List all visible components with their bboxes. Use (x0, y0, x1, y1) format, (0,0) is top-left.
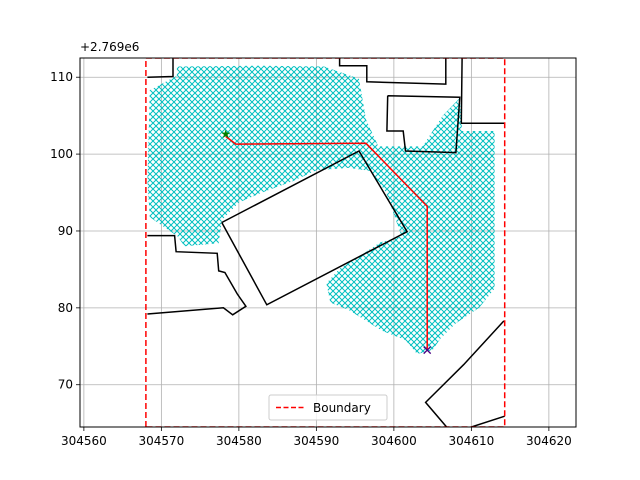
obstacle-outline (471, 415, 505, 427)
legend-boundary-label: Boundary (313, 401, 371, 415)
axis-ticks: 304560 304570 304580 304590 304600 304610 3046… (50, 70, 572, 448)
y-tick-label: 80 (58, 301, 73, 315)
planned-path (225, 135, 428, 351)
axes-frame (79, 57, 577, 428)
x-tick-label: 304580 (216, 434, 262, 448)
legend: Boundary (268, 394, 388, 421)
obstacle-outline (386, 94, 461, 154)
obstacle-outline (460, 58, 505, 125)
x-tick-label: 304590 (293, 434, 339, 448)
x-tick-label: 304610 (448, 434, 494, 448)
legend-frame (268, 394, 388, 421)
plot-area: ★ (145, 58, 506, 427)
x-tick-label: 304600 (371, 434, 417, 448)
obstacle-outline (147, 58, 174, 78)
y-offset-label: +2.769e6 (80, 40, 139, 54)
coverage-area (147, 65, 495, 354)
y-tick-label: 70 (58, 378, 73, 392)
goal-marker (423, 346, 432, 355)
obstacle-outline (147, 234, 247, 316)
y-tick-label: 90 (58, 224, 73, 238)
x-tick-label: 304560 (61, 434, 107, 448)
obstacle-outline (221, 150, 409, 306)
x-tick-label: 304620 (526, 434, 572, 448)
start-marker: ★ (220, 127, 231, 141)
y-tick-label: 110 (50, 70, 73, 84)
y-tick-label: 100 (50, 147, 73, 161)
x-tick-label: 304570 (138, 434, 184, 448)
obstacle-outline (338, 58, 447, 85)
obstacle-outline (424, 320, 505, 427)
boundary-line (145, 58, 506, 427)
